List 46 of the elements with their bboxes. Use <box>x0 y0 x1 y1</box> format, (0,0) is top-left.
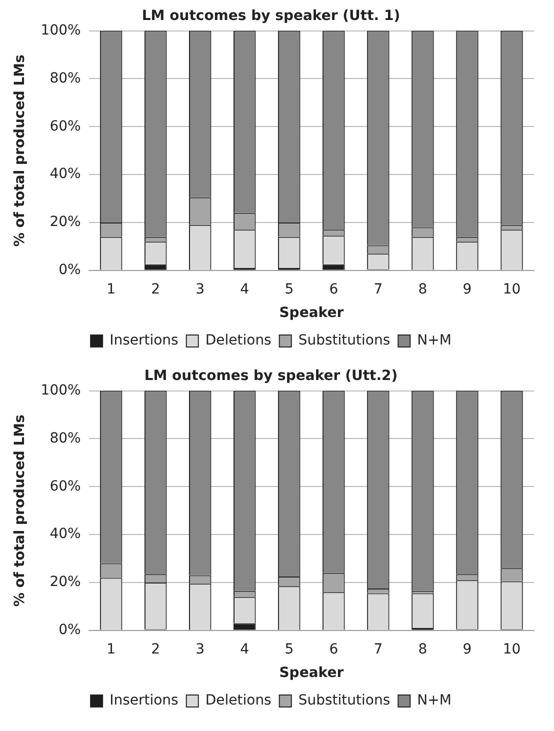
y-tick-label: 60% <box>50 118 81 134</box>
x-tick-label: 9 <box>462 281 472 298</box>
legend-label: Insertions <box>110 332 178 349</box>
y-tick-label: 100% <box>40 22 81 38</box>
y-tick-label: 20% <box>50 214 81 230</box>
legend-label: Insertions <box>110 692 178 709</box>
x-tick-label: 8 <box>418 641 428 658</box>
x-axis-title: Speaker <box>279 665 344 682</box>
legend-label: Deletions <box>205 692 272 709</box>
x-tick-label: 3 <box>196 281 205 298</box>
x-tick-label: 1 <box>106 281 116 298</box>
y-tick-label: 80% <box>50 70 81 86</box>
x-tick-label: 2 <box>151 281 160 298</box>
y-axis-title: % of total produced LMs <box>12 54 28 247</box>
x-tick-label: 3 <box>196 641 205 658</box>
x-tick-label: 6 <box>329 641 338 658</box>
x-tick-label: 5 <box>284 641 294 658</box>
legend-label: Substitutions <box>298 692 390 709</box>
x-tick-label: 6 <box>329 281 338 298</box>
x-tick-label: 10 <box>502 641 521 658</box>
x-tick-label: 5 <box>284 281 294 298</box>
legend-label: N+M <box>417 332 452 349</box>
x-axis-title: Speaker <box>279 305 344 322</box>
legend-label: Deletions <box>205 332 272 349</box>
y-tick-label: 40% <box>50 526 81 542</box>
legend-label: N+M <box>417 692 452 709</box>
y-tick-label: 40% <box>50 166 81 182</box>
chart-title: LM outcomes by speaker (Utt. 1) <box>142 8 400 24</box>
y-tick-label: 80% <box>50 430 81 446</box>
y-tick-label: 0% <box>58 262 81 278</box>
legend-label: Substitutions <box>298 332 390 349</box>
y-tick-label: 0% <box>58 622 81 638</box>
x-tick-label: 1 <box>106 641 116 658</box>
x-tick-label: 7 <box>374 641 383 658</box>
x-tick-label: 9 <box>462 641 472 658</box>
x-tick-label: 10 <box>502 281 521 298</box>
x-tick-label: 4 <box>240 641 250 658</box>
y-axis-title: % of total produced LMs <box>12 414 28 607</box>
x-tick-label: 7 <box>374 281 383 298</box>
y-tick-label: 100% <box>40 382 81 398</box>
x-tick-label: 8 <box>418 281 428 298</box>
y-tick-label: 60% <box>50 478 81 494</box>
x-tick-label: 2 <box>151 641 160 658</box>
chart-title: LM outcomes by speaker (Utt.2) <box>144 368 398 384</box>
y-tick-label: 20% <box>50 574 81 590</box>
x-tick-label: 4 <box>240 281 250 298</box>
